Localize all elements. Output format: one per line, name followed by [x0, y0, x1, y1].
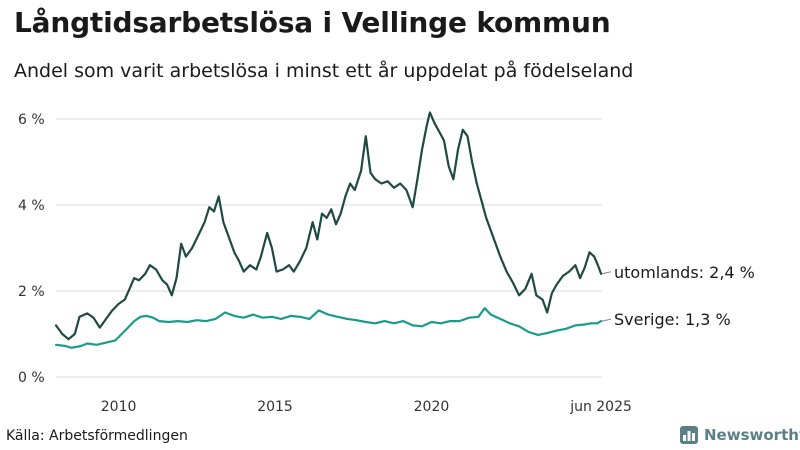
end-label-connector — [601, 318, 612, 322]
line-chart: 0 % 2 % 4 % 6 % 2010 2015 2020 jun 2025 utomla… — [18, 111, 755, 415]
end-label-sverige: Sverige: 1,3 % — [614, 310, 731, 329]
y-tick-label: 0 % — [18, 370, 45, 386]
y-tick-label: 2 % — [18, 284, 45, 300]
x-axis-ticks: 2010 2015 2020 jun 2025 — [101, 399, 632, 415]
x-tick-label: 2020 — [414, 399, 450, 415]
series-line-sverige — [54, 307, 603, 349]
end-label-connector — [601, 271, 612, 275]
chart-subtitle: Andel som varit arbetslösa i minst ett å… — [14, 60, 634, 82]
chart-title: Långtidsarbetslösa i Vellinge kommun — [14, 6, 611, 39]
grid-lines — [56, 118, 602, 378]
x-tick-label: 2010 — [101, 399, 137, 415]
x-tick-label: 2015 — [257, 399, 293, 415]
end-label-utomlands: utomlands: 2,4 % — [614, 263, 755, 282]
series-end-labels: utomlands: 2,4 % Sverige: 1,3 % — [601, 263, 755, 329]
y-tick-label: 4 % — [18, 198, 45, 214]
source-note: Källa: Arbetsförmedlingen — [6, 428, 188, 444]
brand-name: Newsworthy — [704, 426, 800, 444]
y-axis-ticks: 0 % 2 % 4 % 6 % — [18, 112, 45, 386]
series-lines — [54, 111, 603, 349]
series-line-utomlands — [54, 111, 603, 341]
brand-logo: Newsworthy — [680, 426, 800, 444]
y-tick-label: 6 % — [18, 112, 45, 128]
x-tick-label: jun 2025 — [569, 399, 632, 415]
bar-chart-logo-icon — [680, 426, 698, 444]
